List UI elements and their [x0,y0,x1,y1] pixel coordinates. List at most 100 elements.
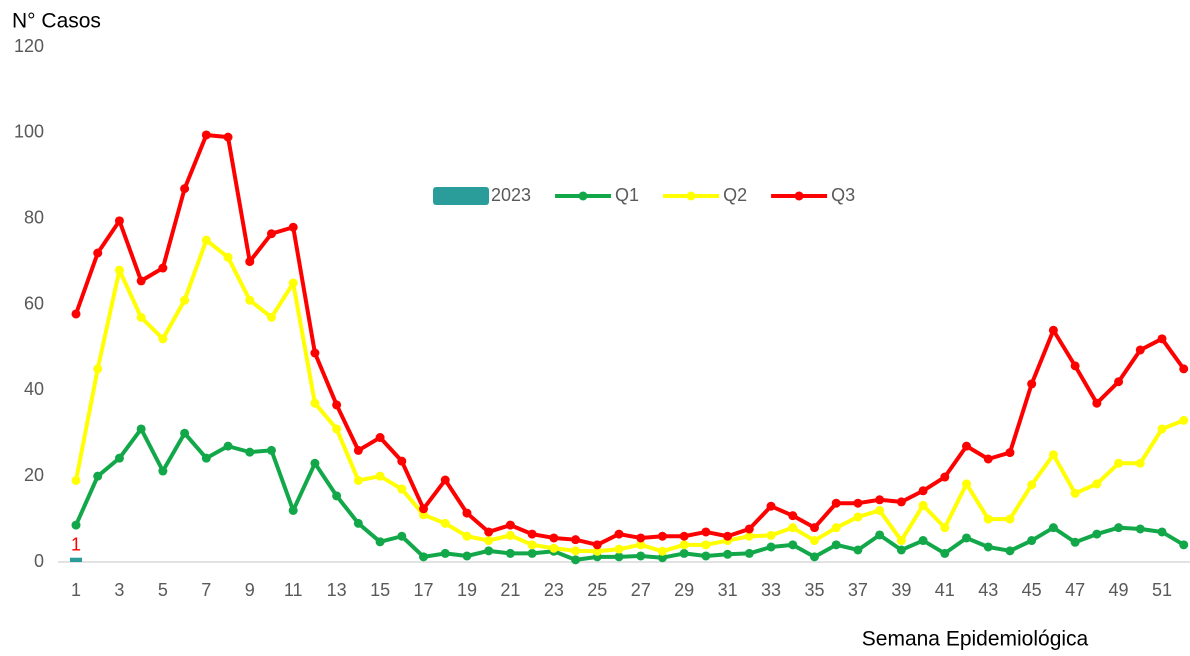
legend-label: 2023 [491,185,531,205]
point [875,530,885,540]
point [180,184,190,194]
point [419,552,429,562]
point [353,445,363,455]
point [353,518,363,528]
point [223,252,233,262]
x-tick-label: 15 [370,580,390,600]
point [1135,458,1145,468]
point [440,475,450,485]
y-tick-label: 60 [24,293,44,313]
point [809,552,819,562]
point [1048,450,1058,460]
legend-marker [686,191,696,201]
legend-marker [578,191,588,201]
point [614,552,624,562]
legend-label: Q3 [831,185,855,205]
point [549,543,559,553]
point [136,312,146,322]
point [462,508,472,518]
x-axis-title: Semana Epidemiológica [862,628,1089,651]
point [831,540,841,550]
point [375,471,385,481]
legend-swatch [433,187,489,205]
x-tick-label: 21 [500,580,520,600]
x-tick-label: 31 [718,580,738,600]
point [1135,345,1145,355]
point [809,536,819,546]
point [1092,529,1102,539]
point [201,235,211,245]
point [114,216,124,226]
x-tick-label: 11 [284,580,303,600]
point [701,540,711,550]
point [788,540,798,550]
x-tick-label: 33 [761,580,781,600]
point [158,263,168,273]
point [940,472,950,482]
point [962,479,972,489]
point [397,456,407,466]
point [1048,325,1058,335]
x-tick-label: 17 [414,580,434,600]
series-line [74,238,1185,554]
point [549,533,559,543]
point [1048,523,1058,533]
x-tick-label: 3 [114,580,124,600]
point [310,348,320,358]
point [310,398,320,408]
point [1157,527,1167,537]
point [484,536,494,546]
point [1027,536,1037,546]
point [1092,398,1102,408]
point [701,551,711,561]
point [853,545,863,555]
point [657,546,667,556]
x-tick-label: 49 [1109,580,1129,600]
point [462,531,472,541]
point [1135,524,1145,534]
point [332,424,342,434]
point [614,544,624,554]
point [614,529,624,539]
point [288,506,298,515]
point [1157,334,1167,344]
y-tick-label: 100 [14,122,44,142]
y-tick-label: 80 [24,207,44,227]
point [1179,415,1189,425]
point [1027,480,1037,490]
point [788,511,798,521]
x-tick-label: 25 [587,580,607,600]
point [896,536,906,546]
point [875,506,885,515]
point [983,454,993,464]
point [201,130,211,140]
y-axis-title: N° Casos [12,10,101,33]
point [180,428,190,438]
x-tick-label: 1 [71,580,81,600]
point [288,278,298,288]
point [180,295,190,305]
series-line [74,132,1186,547]
x-tick-label: 47 [1065,580,1085,600]
point [896,497,906,507]
point [1005,514,1015,524]
point [353,475,363,485]
point [332,400,342,410]
x-tick-label: 9 [245,580,255,600]
y-tick-label: 0 [34,551,44,571]
point [136,424,146,434]
point [636,540,646,550]
y-tick-label: 40 [24,379,44,399]
point [983,542,993,552]
point [1114,523,1124,533]
point [918,500,928,510]
point [766,530,776,540]
point [1070,488,1080,498]
x-tick-label: 45 [1022,580,1042,600]
point [397,484,407,494]
point [245,447,255,457]
legend-label: Q1 [615,185,639,205]
point [571,555,581,565]
point [1157,424,1167,434]
